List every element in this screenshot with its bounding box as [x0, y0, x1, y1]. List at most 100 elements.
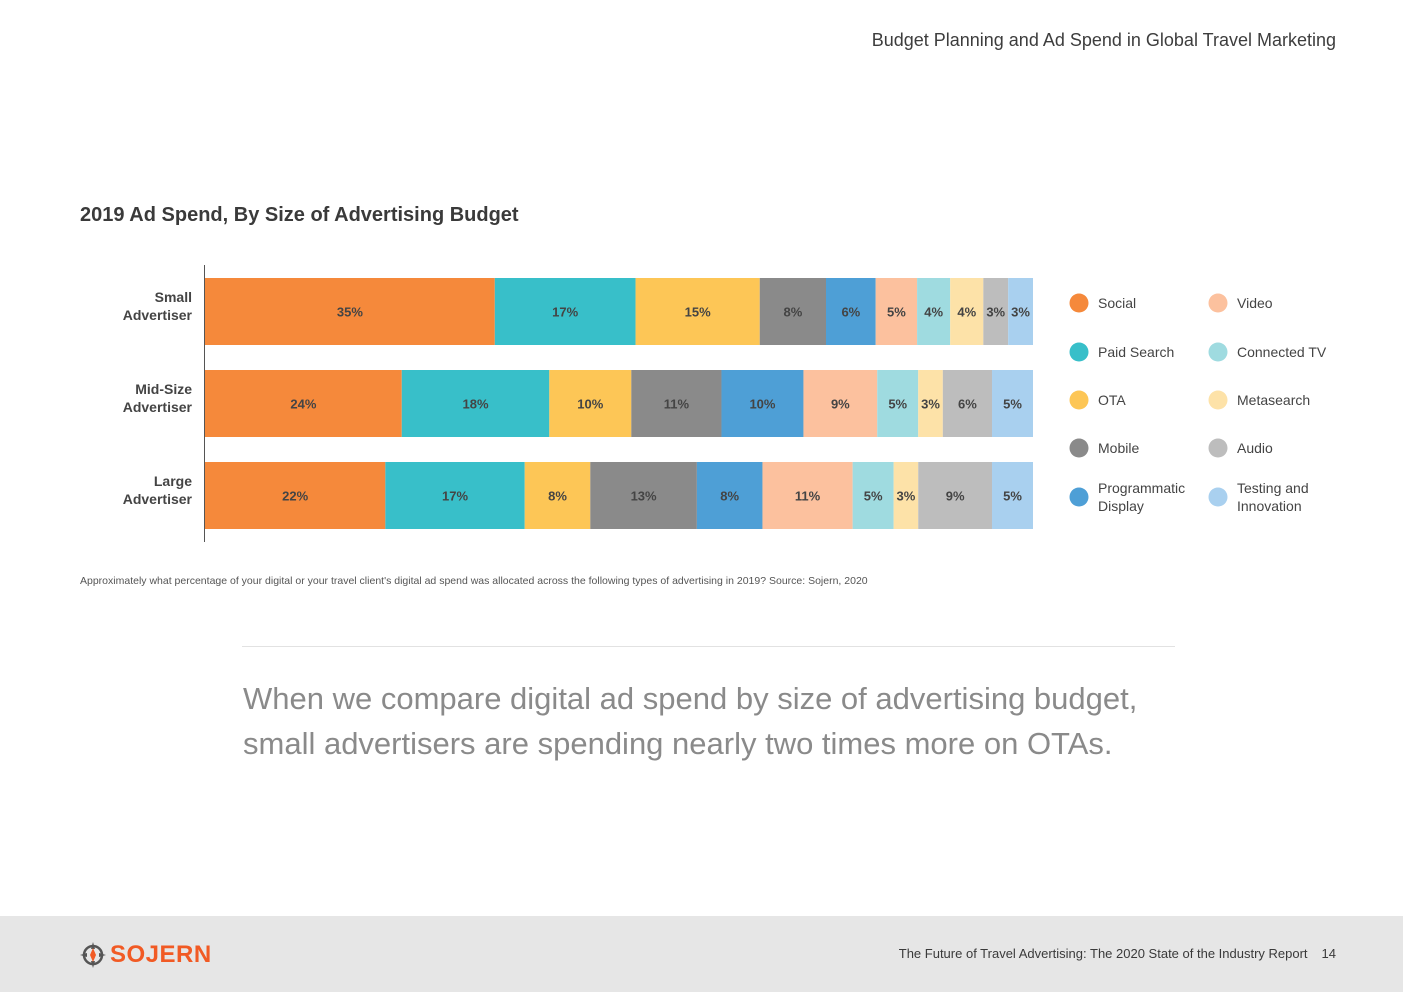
bar-segment: [205, 462, 386, 529]
legend-swatch: [1069, 390, 1089, 410]
category-label: Large: [154, 473, 192, 489]
bar-segment: [205, 370, 402, 437]
legend-label: Mobile: [1098, 440, 1139, 456]
category-label: Mid-Size: [135, 381, 192, 397]
bar-segment: [803, 370, 878, 437]
bar-segment: [992, 462, 1033, 529]
legend-label: OTA: [1098, 392, 1126, 408]
report-title: The Future of Travel Advertising: The 20…: [898, 946, 1308, 961]
bar-value-label: 5%: [1003, 397, 1022, 412]
bar-segment: [983, 278, 1009, 345]
page-header-title: Budget Planning and Ad Spend in Global T…: [871, 30, 1336, 50]
bar-segment: [762, 462, 853, 529]
legend-label: Innovation: [1237, 498, 1302, 514]
legend-label: Video: [1237, 295, 1273, 311]
bar-value-label: 5%: [888, 397, 907, 412]
bar-segment: [877, 370, 919, 437]
bar-value-label: 35%: [337, 305, 363, 320]
legend-label: Connected TV: [1237, 344, 1327, 360]
bar-value-label: 4%: [924, 305, 943, 320]
legend-swatch: [1069, 438, 1089, 458]
page-number: 14: [1321, 946, 1336, 961]
bar-segment: [942, 370, 993, 437]
bar-segment: [992, 370, 1033, 437]
bar-segment: [875, 278, 918, 345]
bar-segment: [918, 462, 993, 529]
legend-swatch: [1208, 438, 1228, 458]
bar-value-label: 5%: [1003, 489, 1022, 504]
bar-value-label: 6%: [958, 397, 977, 412]
bar-value-label: 6%: [841, 305, 860, 320]
chart-footnote: Approximately what percentage of your di…: [80, 575, 868, 587]
pull-quote: When we compare digital ad spend by size…: [243, 681, 1138, 761]
legend-swatch: [1208, 390, 1228, 410]
bar-value-label: 10%: [749, 397, 775, 412]
bar-value-label: 22%: [282, 489, 308, 504]
sojern-logo[interactable]: SOJERN: [80, 940, 212, 970]
bar-segment: [401, 370, 550, 437]
bar-value-label: 8%: [548, 489, 567, 504]
bar-value-label: 3%: [1011, 305, 1030, 320]
bar-value-label: 4%: [957, 305, 976, 320]
legend-swatch: [1208, 487, 1228, 507]
bar-value-label: 10%: [577, 397, 603, 412]
bar-segment: [852, 462, 894, 529]
bar-segment: [759, 278, 826, 345]
bar-value-label: 8%: [720, 489, 739, 504]
legend-swatch: [1208, 293, 1228, 313]
bar-value-label: 18%: [463, 397, 489, 412]
bar-value-label: 9%: [946, 489, 965, 504]
bar-segment: [549, 370, 632, 437]
category-label: Small: [155, 289, 192, 305]
legend-label: Display: [1098, 498, 1144, 514]
bar-segment: [1008, 278, 1033, 345]
bar-value-label: 13%: [631, 489, 657, 504]
bar-value-label: 17%: [442, 489, 468, 504]
bar-value-label: 15%: [685, 305, 711, 320]
footer-report-title: The Future of Travel Advertising: The 20…: [899, 946, 1336, 961]
footer: SOJERN The Future of Travel Advertising:…: [0, 916, 1403, 992]
legend-label: Audio: [1237, 440, 1273, 456]
bar-value-label: 5%: [864, 489, 883, 504]
legend-label: Metasearch: [1237, 392, 1310, 408]
bar-segment: [826, 278, 876, 345]
bar-segment: [721, 370, 804, 437]
legend-swatch: [1069, 487, 1089, 507]
bar-segment: [590, 462, 697, 529]
stacked-bar-chart: 35% 17% 15% 8% 6% 5% 4% 4% 3% 3% Small Advertiser 24…: [123, 265, 1327, 542]
bar-segment: [524, 462, 591, 529]
legend-label: Programmatic: [1098, 480, 1185, 496]
bar-value-label: 11%: [664, 397, 690, 412]
bar-segment: [696, 462, 763, 529]
bar-segment: [631, 370, 722, 437]
category-label: Advertiser: [123, 399, 193, 415]
bar-segment: [205, 278, 495, 345]
bar-segment: [917, 278, 951, 345]
legend-swatch: [1069, 293, 1089, 313]
category-label: Advertiser: [123, 491, 193, 507]
bar-value-label: 8%: [783, 305, 802, 320]
logo-wordmark: SOJERN: [110, 941, 212, 968]
bar-value-label: 11%: [795, 489, 821, 504]
bar-segment: [494, 278, 636, 345]
divider: [242, 646, 1175, 647]
bar-segment: [635, 278, 760, 345]
bar-value-label: 17%: [552, 305, 578, 320]
bar-value-label: 24%: [290, 397, 316, 412]
bar-value-label: 3%: [897, 489, 916, 504]
bar-segment: [385, 462, 525, 529]
category-label: Advertiser: [123, 307, 193, 323]
legend-label: Paid Search: [1098, 344, 1174, 360]
bar-value-label: 3%: [986, 305, 1005, 320]
legend-swatch: [1069, 342, 1089, 362]
bar-segment: [893, 462, 919, 529]
bar-segment: [918, 370, 943, 437]
chart-title: 2019 Ad Spend, By Size of Advertising Bu…: [80, 204, 519, 226]
bar-segment: [950, 278, 984, 345]
bar-value-label: 5%: [887, 305, 906, 320]
legend-label: Social: [1098, 295, 1136, 311]
legend-label: Testing and: [1237, 480, 1309, 496]
bar-value-label: 9%: [831, 397, 850, 412]
legend-swatch: [1208, 342, 1228, 362]
compass-icon: [80, 942, 106, 968]
